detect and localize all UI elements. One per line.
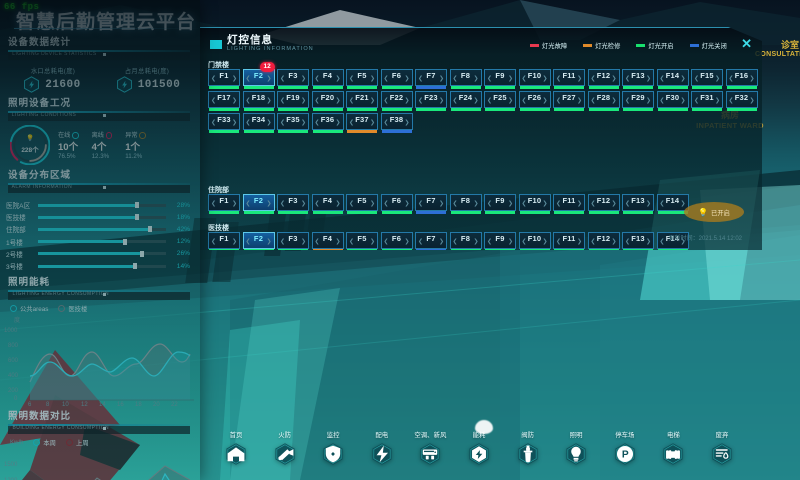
- svg-text:P: P: [622, 450, 629, 461]
